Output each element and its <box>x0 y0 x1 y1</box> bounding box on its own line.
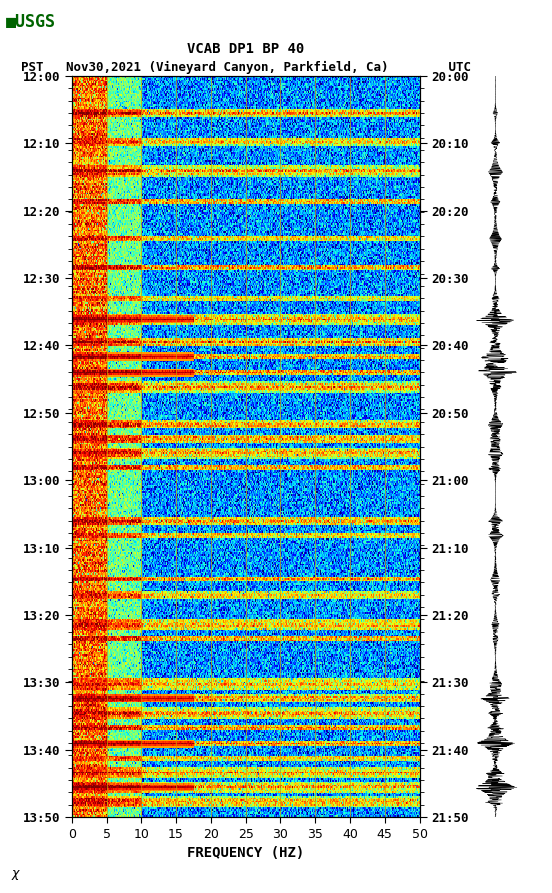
Text: $\chi$: $\chi$ <box>11 868 22 882</box>
Text: PST   Nov30,2021 (Vineyard Canyon, Parkfield, Ca)        UTC: PST Nov30,2021 (Vineyard Canyon, Parkfie… <box>20 61 471 73</box>
X-axis label: FREQUENCY (HZ): FREQUENCY (HZ) <box>187 846 304 860</box>
Text: VCAB DP1 BP 40: VCAB DP1 BP 40 <box>187 42 304 56</box>
Text: ■USGS: ■USGS <box>6 13 56 31</box>
